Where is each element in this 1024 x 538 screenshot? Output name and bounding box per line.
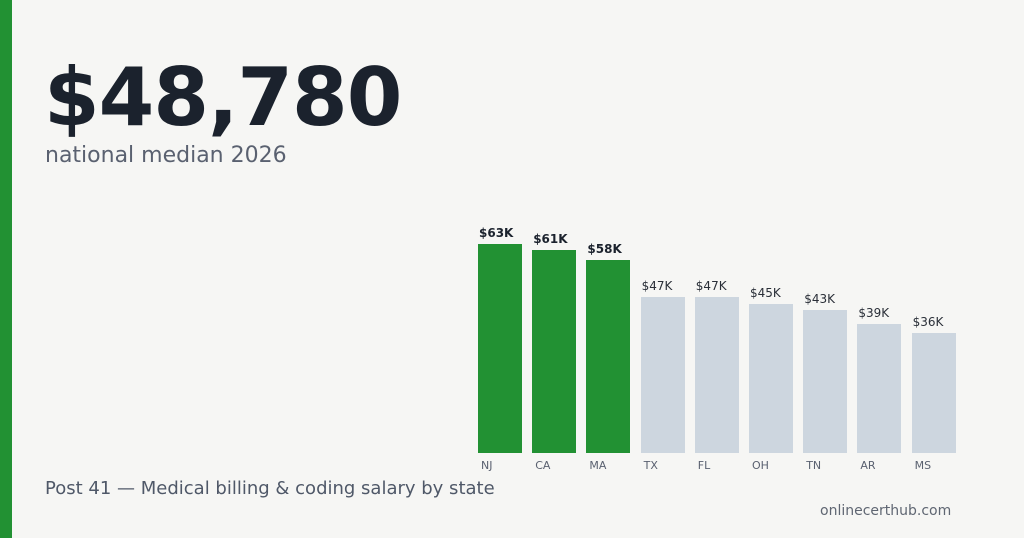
- post-caption: Post 41 — Medical billing & coding salar…: [45, 478, 495, 499]
- bar-ms: [911, 333, 956, 453]
- category-label: TN: [806, 459, 822, 472]
- category-label: CA: [535, 459, 551, 472]
- headline-value: $48,780: [44, 51, 402, 144]
- bar-value-label: $58K: [587, 242, 622, 257]
- bar-fl: [694, 296, 739, 453]
- category-label: AR: [860, 459, 876, 472]
- bar-value-label: $61K: [533, 232, 568, 247]
- category-label: MS: [914, 459, 932, 472]
- bar-value-label: $47K: [695, 278, 727, 293]
- bar-ma: [586, 260, 631, 453]
- bar-value-label: $45K: [750, 285, 781, 300]
- bar-value-label: $36K: [912, 315, 944, 330]
- source-label: onlinecerthub.com: [820, 503, 952, 519]
- accent-stripe: [0, 0, 12, 538]
- bar-oh: [749, 303, 793, 453]
- bar-ar: [857, 323, 902, 453]
- bar-value-label: $39K: [858, 305, 890, 320]
- category-label: OH: [752, 459, 769, 472]
- category-label: FL: [697, 459, 711, 472]
- category-label: MA: [589, 459, 607, 472]
- bar-tn: [803, 310, 848, 453]
- bar-value-label: $47K: [641, 278, 673, 293]
- headline-subtitle: national median 2026: [45, 143, 287, 168]
- category-label: TX: [643, 459, 658, 472]
- bar-ca: [532, 250, 577, 453]
- bar-tx: [640, 296, 685, 453]
- bar-nj: [478, 243, 522, 453]
- bar-value-label: $63K: [479, 225, 514, 240]
- bar-value-label: $43K: [804, 292, 835, 307]
- category-label: NJ: [481, 459, 493, 472]
